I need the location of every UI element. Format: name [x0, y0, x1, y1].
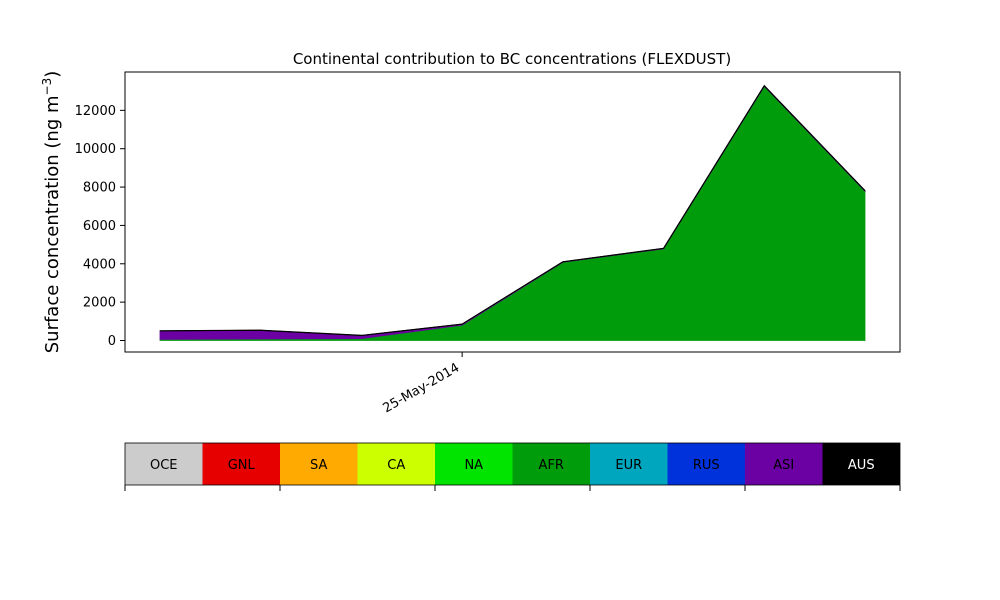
- area-afr: [159, 85, 866, 341]
- y-tick-label: 4000: [83, 257, 116, 272]
- legend-frame: [124, 442, 901, 486]
- legend-label-rus: RUS: [693, 458, 720, 473]
- legend-label-aus: AUS: [848, 458, 875, 473]
- plot-area: [159, 84, 866, 341]
- legend-label-ca: CA: [387, 458, 405, 473]
- legend-swatch-aus: [822, 443, 900, 485]
- legend-swatch-ca: [357, 443, 435, 485]
- y-tick-label: 0: [108, 334, 116, 349]
- legend-swatch-gnl: [202, 443, 280, 485]
- y-tick-label: 10000: [75, 142, 116, 157]
- legend-label-afr: AFR: [539, 458, 564, 473]
- y-axis-label-text: Surface concentration (ng m: [42, 95, 63, 353]
- legend-swatch-asi: [745, 443, 823, 485]
- legend-label-eur: EUR: [615, 458, 642, 473]
- y-tick-label: 6000: [83, 219, 116, 234]
- x-tick-label: 25-May-2014: [380, 360, 462, 416]
- y-axis-ticks: 0 2000 4000 6000 8000 10000 12000: [75, 104, 125, 349]
- chart-title: Continental contribution to BC concentra…: [293, 50, 731, 68]
- plot-frame: [124, 71, 901, 353]
- legend-label-sa: SA: [310, 458, 327, 473]
- legend-swatch-afr: [512, 443, 590, 485]
- y-axis-label-close: ): [42, 71, 63, 78]
- legend-swatch-na: [435, 443, 513, 485]
- legend-swatch-oce: [125, 443, 203, 485]
- legend-label-na: NA: [464, 458, 483, 473]
- y-axis-label: Surface concentration (ng m−3): [40, 71, 63, 354]
- legend-swatch-eur: [590, 443, 668, 485]
- x-axis-ticks: 25-May-2014: [380, 352, 463, 416]
- legend-label-gnl: GNL: [228, 458, 256, 473]
- region-colorbar-legend: OCE GNL SA CA NA AFR EUR RUS ASI AUS: [124, 442, 901, 491]
- area-top-outline: [159, 84, 866, 337]
- legend-label-oce: OCE: [150, 458, 178, 473]
- y-tick-label: 2000: [83, 296, 116, 311]
- legend-label-asi: ASI: [773, 458, 794, 473]
- legend-swatch-rus: [667, 443, 745, 485]
- y-axis-label-unit-sup: −3: [40, 78, 54, 96]
- legend-swatch-sa: [280, 443, 358, 485]
- y-tick-label: 8000: [83, 181, 116, 196]
- y-tick-label: 12000: [75, 104, 116, 119]
